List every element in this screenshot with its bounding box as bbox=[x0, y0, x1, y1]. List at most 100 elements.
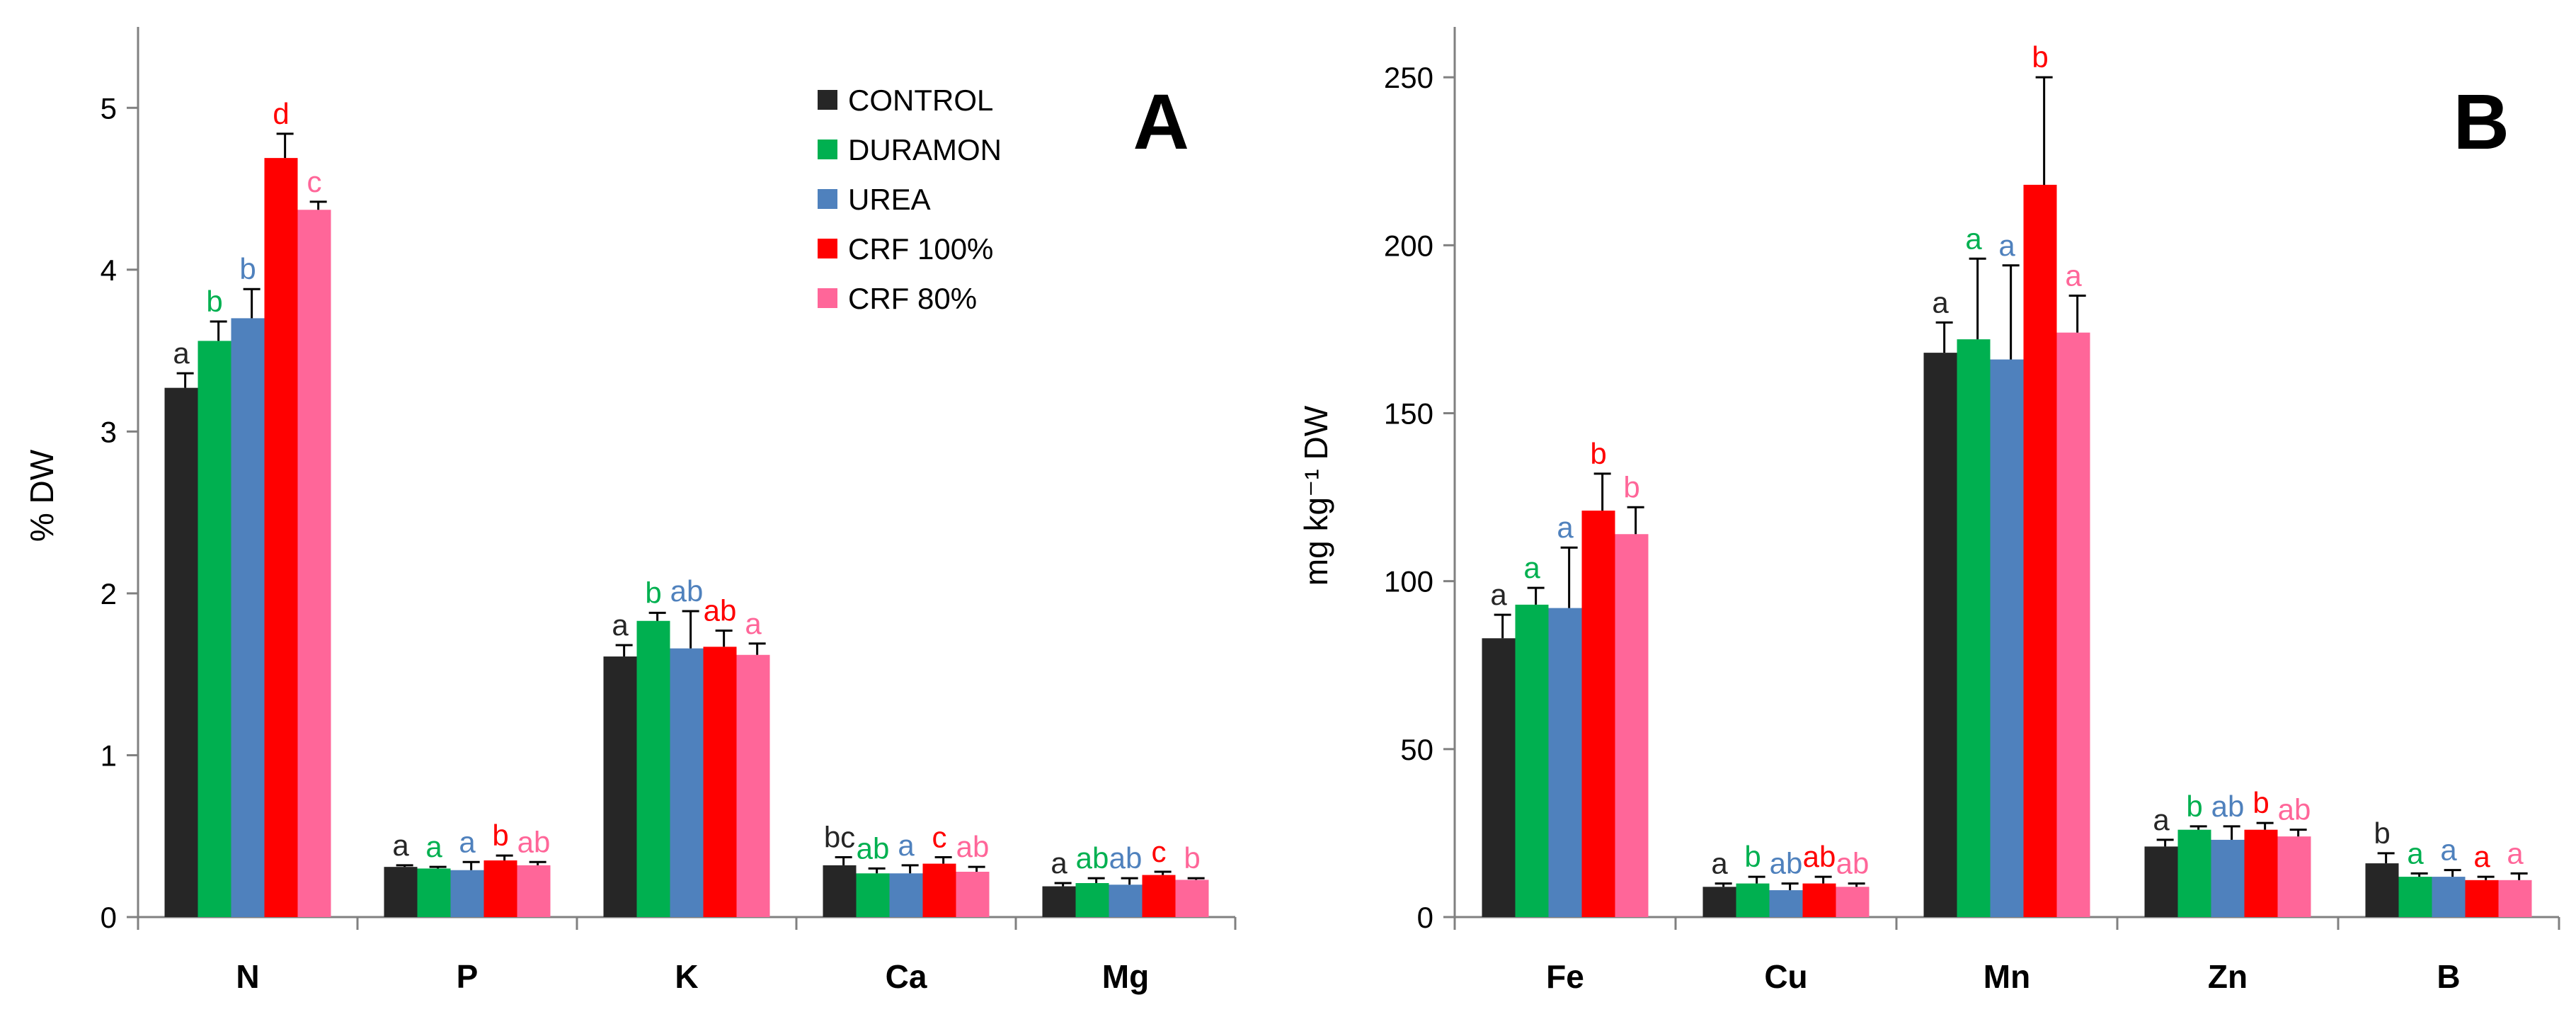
bar-urea-b bbox=[2432, 877, 2466, 917]
legend-label-duramon: DURAMON bbox=[848, 133, 1002, 166]
significance-letter: c bbox=[932, 820, 947, 853]
significance-letter: ab bbox=[1803, 840, 1836, 873]
bar-crf100-p bbox=[483, 860, 517, 917]
category-label: Fe bbox=[1546, 958, 1584, 995]
significance-letter: a bbox=[1490, 578, 1507, 611]
y-tick-label: 5 bbox=[101, 91, 117, 125]
bar-control-p bbox=[384, 867, 418, 917]
significance-letter: ab bbox=[670, 574, 704, 608]
significance-letter: a bbox=[1965, 222, 1982, 255]
significance-letter: a bbox=[898, 829, 915, 862]
legend: CONTROL DURAMON UREA CRF 100% CRF 80% bbox=[818, 84, 1002, 315]
bar-urea-mg bbox=[1109, 884, 1143, 917]
bar-crf80-k bbox=[736, 654, 770, 917]
legend-label-urea: UREA bbox=[848, 183, 931, 216]
legend-label-crf100: CRF 100% bbox=[848, 232, 993, 266]
bar-urea-cu bbox=[1769, 890, 1803, 917]
bar-crf100-mn bbox=[2023, 184, 2057, 917]
significance-letter: c bbox=[1152, 835, 1167, 868]
bar-control-zn bbox=[2144, 846, 2178, 917]
bar-crf80-zn bbox=[2277, 836, 2311, 917]
panel-a-y-axis-title: % DW bbox=[23, 449, 60, 542]
significance-letter: a bbox=[1998, 229, 2015, 262]
significance-letter: a bbox=[612, 608, 629, 642]
category-label: Mn bbox=[1983, 958, 2030, 995]
significance-letter: ab bbox=[857, 831, 890, 865]
category-label: Cu bbox=[1764, 958, 1807, 995]
significance-letter: b bbox=[239, 252, 256, 285]
bar-crf100-b bbox=[2465, 880, 2499, 917]
significance-letter: a bbox=[1557, 511, 1574, 544]
bar-control-b bbox=[2365, 863, 2399, 917]
category-label: B bbox=[2437, 958, 2460, 995]
bar-crf100-zn bbox=[2244, 829, 2278, 917]
bar-crf100-k bbox=[703, 647, 737, 917]
bar-urea-zn bbox=[2211, 839, 2245, 917]
category-label: N bbox=[236, 958, 259, 995]
panel-b-y-axis-title: mg kg⁻¹ DW bbox=[1298, 405, 1334, 586]
significance-letter: a bbox=[459, 825, 476, 858]
bar-control-k bbox=[603, 656, 637, 917]
bar-duramon-zn bbox=[2177, 829, 2211, 917]
legend-swatch-control bbox=[818, 90, 837, 110]
y-tick-label: 4 bbox=[101, 254, 117, 287]
bar-control-n bbox=[164, 387, 198, 917]
bar-duramon-b bbox=[2398, 877, 2432, 917]
y-tick-label: 50 bbox=[1400, 733, 1433, 766]
bar-crf100-n bbox=[264, 158, 298, 917]
y-tick-label: 100 bbox=[1384, 565, 1433, 598]
panel-a: A % DW CONTROL DURAMON UREA CRF 100% CRF… bbox=[23, 27, 1237, 995]
bar-crf80-p bbox=[517, 865, 551, 917]
legend-swatch-crf80 bbox=[818, 288, 837, 308]
bar-duramon-mg bbox=[1075, 883, 1109, 917]
bar-urea-p bbox=[450, 870, 484, 917]
bar-control-cu bbox=[1702, 887, 1736, 917]
category-label: Mg bbox=[1102, 958, 1149, 995]
significance-letter: b bbox=[206, 285, 222, 318]
y-tick-label: 250 bbox=[1384, 61, 1433, 94]
significance-letter: b bbox=[2186, 790, 2202, 823]
significance-letter: b bbox=[1184, 841, 1200, 875]
y-tick-label: 150 bbox=[1384, 397, 1433, 430]
bar-urea-k bbox=[670, 648, 704, 917]
bar-control-ca bbox=[823, 865, 857, 917]
significance-letter: bc bbox=[824, 820, 855, 853]
significance-letter: a bbox=[425, 830, 442, 863]
panel-a-letter: A bbox=[1133, 79, 1189, 166]
significance-letter: d bbox=[273, 97, 289, 130]
bar-duramon-mn bbox=[1957, 339, 1991, 917]
significance-letter: b bbox=[2252, 786, 2269, 819]
legend-label-control: CONTROL bbox=[848, 84, 993, 117]
category-label: P bbox=[457, 958, 479, 995]
bar-crf100-ca bbox=[922, 863, 956, 917]
significance-letter: ab bbox=[1836, 847, 1870, 880]
bar-duramon-cu bbox=[1736, 883, 1770, 917]
bar-duramon-fe bbox=[1515, 604, 1549, 917]
significance-letter: ab bbox=[956, 830, 990, 863]
bar-urea-mn bbox=[1990, 359, 2024, 918]
significance-letter: a bbox=[2440, 834, 2457, 867]
bar-crf80-mg bbox=[1175, 880, 1209, 917]
bar-crf80-mn bbox=[2056, 332, 2090, 917]
legend-swatch-duramon bbox=[818, 140, 837, 159]
significance-letter: a bbox=[2473, 840, 2490, 873]
y-tick-label: 2 bbox=[101, 577, 117, 610]
significance-letter: b bbox=[1590, 437, 1606, 470]
bar-duramon-ca bbox=[856, 873, 890, 917]
legend-swatch-crf100 bbox=[818, 239, 837, 258]
significance-letter: a bbox=[1932, 285, 1949, 319]
significance-letter: ab bbox=[2278, 793, 2311, 826]
significance-letter: ab bbox=[2211, 790, 2245, 823]
category-label: K bbox=[675, 958, 698, 995]
bar-urea-n bbox=[231, 318, 265, 917]
bar-crf80-n bbox=[297, 210, 331, 918]
bar-control-mg bbox=[1042, 886, 1076, 917]
bar-urea-ca bbox=[889, 873, 923, 917]
significance-letter: a bbox=[2407, 836, 2424, 870]
significance-letter: a bbox=[392, 829, 409, 862]
bar-crf80-fe bbox=[1615, 534, 1649, 917]
significance-letter: b bbox=[1744, 840, 1761, 873]
y-tick-label: 0 bbox=[1417, 901, 1433, 934]
